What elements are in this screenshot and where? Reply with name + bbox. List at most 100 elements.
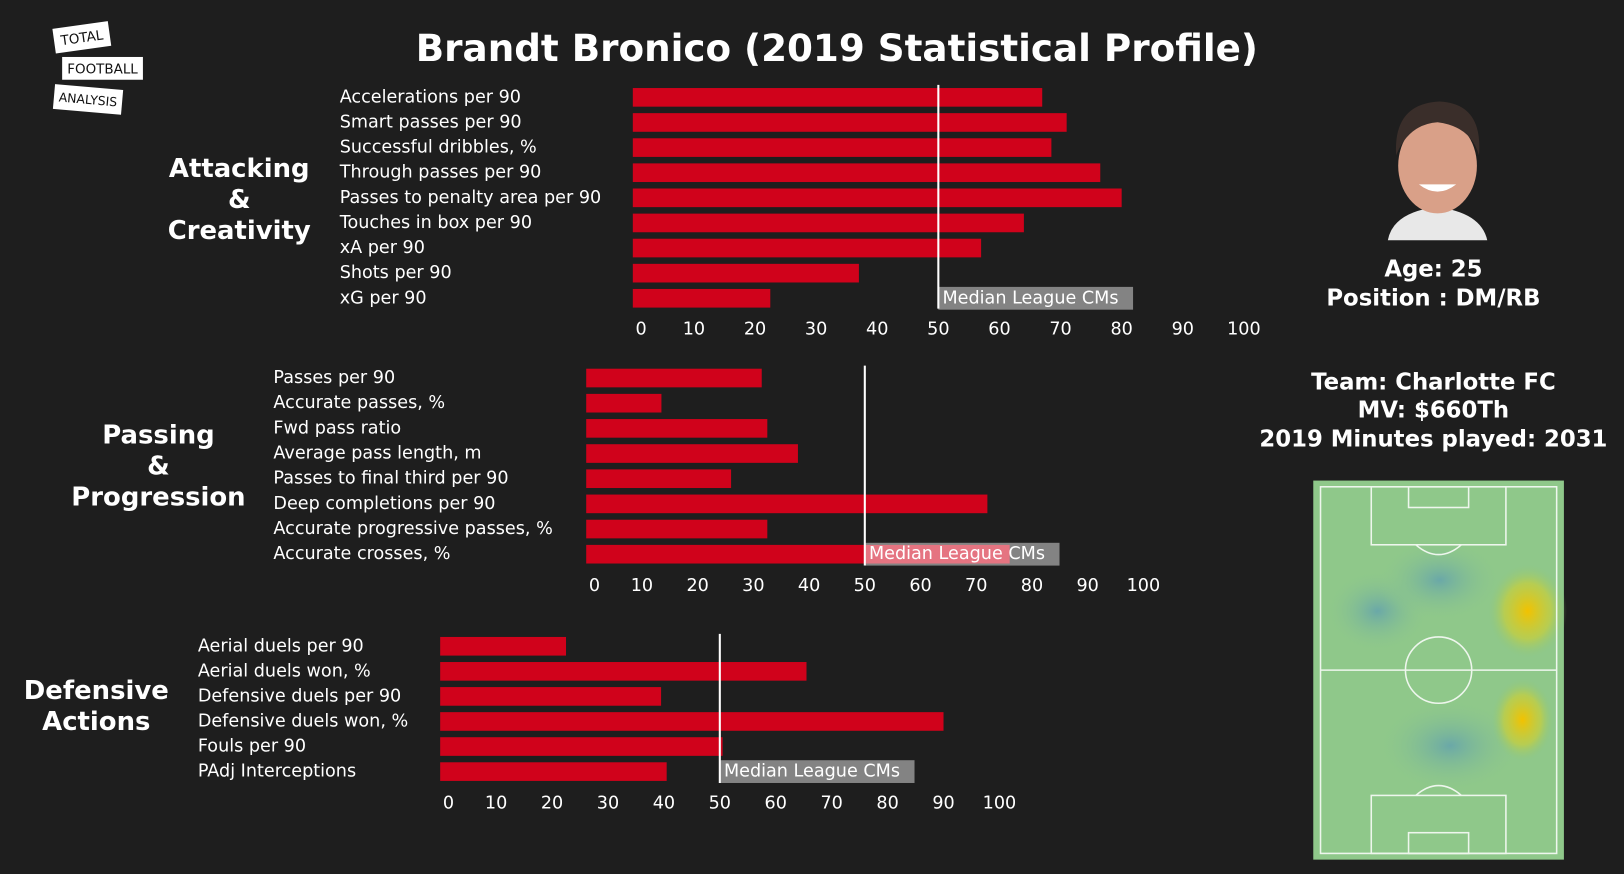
- x-tick-label: 40: [798, 576, 820, 596]
- bar: [586, 469, 732, 489]
- smile: [1418, 184, 1457, 192]
- row-label: Aerial duels per 90: [198, 636, 364, 656]
- x-tick-label: 90: [1172, 319, 1194, 339]
- pitch-line: [1415, 784, 1462, 797]
- age: Age: 25: [1384, 256, 1483, 283]
- row-label: Accurate passes, %: [273, 393, 445, 413]
- x-tick-label: 20: [541, 794, 563, 814]
- bar: [586, 519, 768, 539]
- heat: [1377, 699, 1523, 793]
- bar: [632, 263, 859, 283]
- row-label: PAdj Interceptions: [198, 762, 356, 782]
- heat: [1491, 678, 1554, 762]
- bar: [440, 662, 807, 681]
- row-label: Passes to penalty area per 90: [340, 188, 602, 208]
- median-label: Median League CMs: [724, 762, 900, 782]
- bar: [632, 238, 982, 258]
- bar: [586, 368, 762, 388]
- x-tick-label: 80: [876, 794, 898, 814]
- hair: [1395, 101, 1480, 156]
- group-label: Passing & Progression: [71, 419, 246, 512]
- x-tick-label: 50: [854, 576, 876, 596]
- logo-text: TOTAL: [59, 28, 105, 49]
- bar: [440, 687, 662, 706]
- x-tick-label: 0: [589, 576, 600, 596]
- x-tick-label: 60: [765, 794, 787, 814]
- row-label: Passes to final third per 90: [273, 469, 508, 489]
- bar: [632, 113, 1067, 132]
- player-photo: [1383, 95, 1490, 241]
- x-tick-label: 100: [1227, 319, 1261, 339]
- x-tick-label: 10: [485, 794, 507, 814]
- row-label: Touches in box per 90: [339, 213, 532, 233]
- x-tick-label: 70: [820, 794, 842, 814]
- x-tick-label: 10: [631, 576, 653, 596]
- row-label: Passes per 90: [273, 368, 395, 388]
- x-tick-label: 60: [909, 576, 931, 596]
- x-tick-label: 40: [866, 319, 888, 339]
- median-label: Median League CMs: [869, 544, 1045, 564]
- row-label: Defensive duels per 90: [198, 686, 401, 706]
- x-tick-label: 50: [927, 319, 949, 339]
- x-tick-label: 30: [805, 319, 827, 339]
- row-label: Fouls per 90: [198, 737, 306, 757]
- row-label: Average pass length, m: [273, 444, 481, 464]
- title: Brandt Bronico (2019 Statistical Profile…: [416, 26, 1258, 70]
- logo-box: [52, 84, 124, 115]
- bar: [586, 544, 1010, 564]
- bar: [586, 444, 798, 463]
- x-tick-label: 40: [653, 794, 675, 814]
- x-tick-label: 100: [983, 794, 1017, 814]
- logo-box: [62, 56, 143, 80]
- row-label: Through passes per 90: [339, 163, 542, 183]
- x-tick-label: 30: [597, 794, 619, 814]
- row-label: xG per 90: [340, 288, 427, 308]
- minutes: 2019 Minutes played: 2031: [1259, 426, 1608, 453]
- heatmap: [1313, 480, 1568, 860]
- x-tick-label: 100: [1127, 576, 1161, 596]
- x-tick-label: 80: [1021, 576, 1043, 596]
- bar: [632, 163, 1101, 183]
- row-label: Aerial duels won, %: [198, 661, 371, 681]
- x-tick-label: 90: [1076, 576, 1098, 596]
- median-label: Median League CMs: [942, 288, 1118, 308]
- x-tick-label: 0: [635, 319, 646, 339]
- heat: [1488, 564, 1568, 658]
- shirt: [1387, 207, 1488, 241]
- median-label-box: [938, 286, 1134, 310]
- x-tick-label: 10: [683, 319, 705, 339]
- group-label: Defensive Actions: [23, 675, 169, 737]
- group-label: Attacking & Creativity: [167, 153, 311, 246]
- x-tick-label: 20: [744, 319, 766, 339]
- row-label: Successful dribbles, %: [340, 138, 537, 158]
- logo-text: ANALYSIS: [58, 89, 118, 109]
- row-label: Accurate crosses, %: [273, 544, 450, 564]
- x-tick-label: 0: [443, 794, 454, 814]
- pitch-line: [1407, 831, 1470, 855]
- x-tick-label: 20: [686, 576, 708, 596]
- pitch-line: [1407, 486, 1470, 509]
- bar: [632, 188, 1122, 208]
- bar: [440, 636, 567, 656]
- row-label: Shots per 90: [340, 263, 452, 283]
- row-label: Accelerations per 90: [340, 87, 521, 107]
- bar: [632, 138, 1052, 157]
- x-tick-label: 50: [709, 794, 731, 814]
- x-tick-label: 60: [988, 319, 1010, 339]
- team: Team: Charlotte FC: [1311, 369, 1556, 396]
- position: Position : DM/RB: [1326, 285, 1541, 312]
- bar: [440, 712, 944, 731]
- bar: [440, 737, 723, 756]
- row-label: Smart passes per 90: [340, 112, 522, 132]
- logo-text: FOOTBALL: [67, 62, 138, 77]
- bar: [586, 419, 768, 438]
- x-tick-label: 70: [965, 576, 987, 596]
- row-label: Fwd pass ratio: [273, 418, 401, 438]
- pitch-line: [1415, 544, 1462, 556]
- row-label: Accurate progressive passes, %: [273, 519, 552, 539]
- bar: [586, 494, 988, 514]
- x-tick-label: 30: [742, 576, 764, 596]
- bar: [440, 762, 667, 781]
